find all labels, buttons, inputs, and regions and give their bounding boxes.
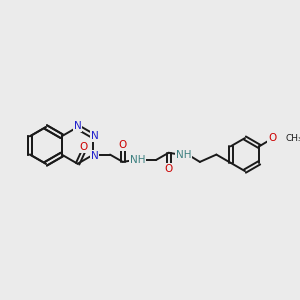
Text: NH: NH [130,155,145,165]
Text: O: O [268,133,276,143]
Text: N: N [91,131,98,141]
Text: N: N [74,121,82,131]
Text: NH: NH [176,150,191,160]
Text: N: N [91,151,98,160]
Text: O: O [119,140,127,150]
Text: CH₃: CH₃ [286,134,300,142]
Text: O: O [79,142,87,152]
Text: O: O [165,164,173,174]
